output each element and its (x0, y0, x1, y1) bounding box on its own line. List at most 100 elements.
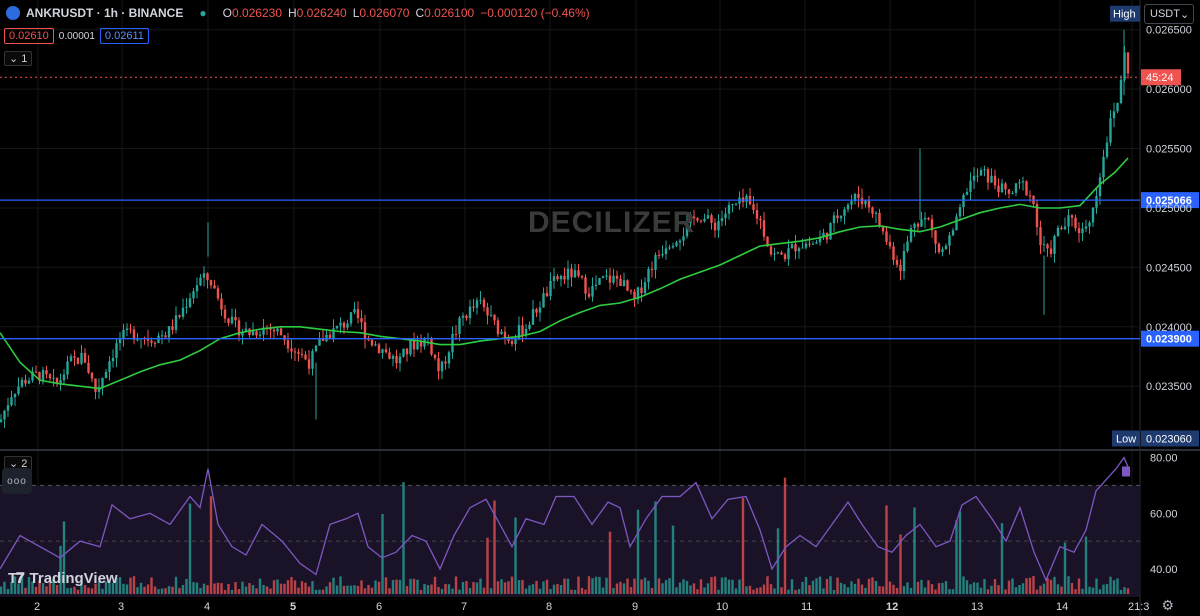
candle-body (801, 247, 804, 249)
candle-body (59, 380, 62, 384)
volume-bar (496, 581, 500, 594)
candle-body (881, 226, 885, 232)
candle-body (804, 243, 808, 248)
candle-body (122, 329, 125, 339)
main-pane-toggle[interactable]: ⌄ 1 (4, 51, 33, 66)
symbol-title[interactable]: ANKRUSDT · 1h · BINANCE (26, 6, 184, 20)
candle-body (1025, 181, 1028, 196)
volume-bar (1053, 576, 1056, 594)
sell-price-button[interactable]: 0.02610 (4, 28, 54, 44)
watermark: DECILIZER (528, 206, 696, 239)
candle-body (90, 372, 94, 379)
candle-body (535, 309, 538, 313)
candle-body (262, 327, 265, 335)
volume-bar (846, 587, 850, 594)
candle-body (573, 270, 577, 278)
volume-bar (129, 577, 132, 594)
volume-bar (559, 585, 563, 594)
volume-bar (258, 578, 262, 594)
volume-bar (150, 577, 153, 594)
volume-bar (825, 578, 829, 594)
candle-body (888, 241, 892, 247)
candle-body (710, 215, 713, 223)
volume-bar (167, 586, 171, 594)
more-options-button[interactable]: ooo (2, 468, 32, 494)
volume-bar (563, 578, 566, 594)
close-value: 0.026100 (424, 6, 475, 20)
candle-body (181, 307, 185, 317)
volume-bar (1116, 578, 1119, 594)
volume-bar (734, 588, 738, 594)
candle-body (290, 348, 293, 352)
currency-select[interactable]: USDT ⌄ (1144, 4, 1194, 24)
volume-bar (538, 588, 542, 594)
candle-body (447, 352, 451, 364)
settings-gear-icon[interactable]: ⚙ (1161, 597, 1174, 613)
volume-bar (797, 589, 801, 594)
volume-bar (423, 583, 426, 594)
volume-bar (188, 503, 192, 594)
candle-body (38, 372, 41, 381)
x-tick-label: 2 (34, 601, 40, 613)
candle-body (1116, 102, 1119, 112)
candle-body (867, 200, 871, 208)
volume-bar (836, 577, 839, 594)
volume-bar (1000, 523, 1004, 594)
x-tick-label: 4 (204, 601, 210, 613)
volume-bar (90, 588, 94, 594)
volume-bar (125, 584, 129, 594)
candle-body (766, 236, 769, 247)
candle-body (412, 340, 416, 350)
main-pane-number: 1 (21, 53, 28, 65)
candle-body (1081, 228, 1084, 234)
volume-bar (1004, 589, 1007, 594)
tradingview-icon: T𝟕 (8, 570, 24, 587)
candle-body (615, 275, 619, 279)
candle-body (332, 328, 335, 340)
candle-body (384, 349, 388, 353)
volume-bar (535, 580, 538, 594)
candle-body (1084, 226, 1088, 229)
candle-body (440, 361, 444, 372)
volume-bar (633, 578, 636, 594)
candle-body (934, 230, 937, 244)
open-label: O (222, 6, 232, 20)
candle-body (108, 361, 111, 372)
candle-body (237, 320, 241, 336)
candle-body (769, 246, 773, 255)
candle-body (234, 316, 237, 321)
candle-body (601, 276, 605, 279)
candle-body (342, 322, 346, 328)
x-tick-label: 21:3 (1128, 601, 1149, 613)
buy-price-button[interactable]: 0.02611 (99, 28, 149, 44)
volume-bar (318, 589, 321, 594)
volume-bar (972, 582, 976, 594)
candle-body (787, 248, 790, 260)
volume-bar (367, 584, 370, 594)
candle-body (965, 191, 969, 195)
volume-bar (195, 582, 199, 594)
brand-name: TradingView (29, 570, 118, 587)
candle-body (118, 338, 122, 344)
volume-bar (584, 589, 587, 594)
candle-body (584, 277, 587, 294)
volume-bar (727, 579, 731, 594)
volume-bar (724, 577, 727, 594)
volume-bar (997, 585, 1000, 594)
candle-body (920, 219, 923, 227)
tradingview-logo[interactable]: T𝟕 TradingView (8, 570, 118, 587)
candle-body (356, 309, 360, 319)
candle-body (1042, 244, 1046, 246)
candle-body (255, 331, 258, 336)
candle-body (164, 335, 167, 338)
candle-body (724, 213, 727, 219)
candle-body (300, 353, 304, 355)
volume-bar (433, 576, 437, 594)
volume-bar (255, 588, 258, 594)
candle-body (451, 333, 454, 353)
volume-bar (132, 576, 136, 594)
rsi-pane-toggle[interactable]: ⌄ 2 (4, 456, 33, 471)
candle-body (1060, 227, 1063, 230)
volume-bar (1091, 587, 1095, 594)
